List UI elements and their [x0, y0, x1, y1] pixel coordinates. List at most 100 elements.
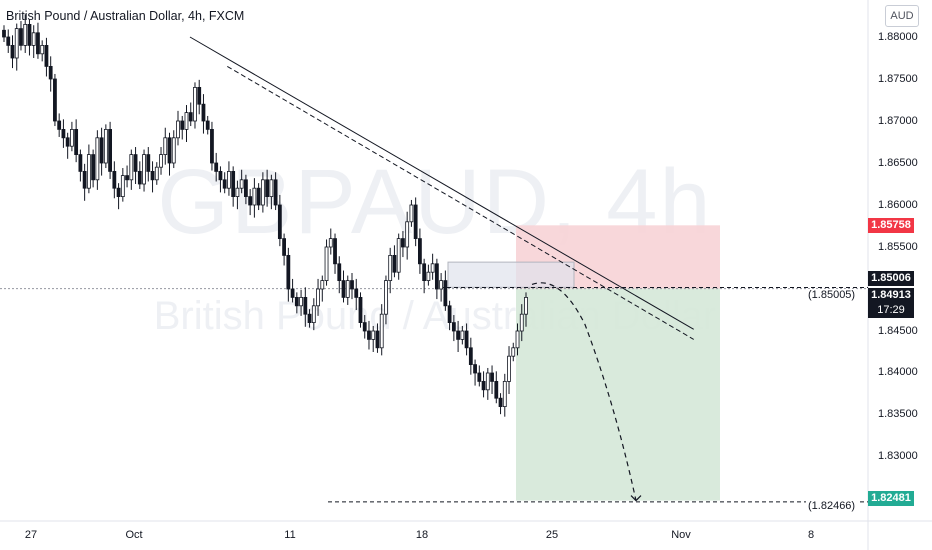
candle-down — [222, 179, 227, 189]
candle-down — [27, 23, 32, 46]
candle-up — [70, 128, 74, 147]
candle-down — [218, 170, 223, 181]
y-tick: 1.84500 — [878, 325, 918, 337]
candle-up — [103, 128, 108, 164]
stop-loss-price-label: 1.85758 — [868, 218, 914, 233]
candle-down — [341, 280, 346, 298]
candle-down — [180, 120, 185, 130]
take-profit-price-label: 1.82481 — [868, 491, 914, 506]
candle-up — [23, 23, 28, 46]
candle-down — [78, 154, 83, 172]
y-tick: 1.88000 — [878, 31, 918, 43]
candle-down — [133, 154, 138, 172]
currency-button[interactable]: AUD — [885, 5, 919, 27]
candle-down — [413, 204, 418, 239]
candle-down — [303, 296, 308, 315]
candle-down — [494, 380, 499, 399]
x-tick: Nov — [671, 529, 691, 541]
candle-down — [354, 288, 359, 298]
y-tick: 1.87000 — [878, 115, 918, 127]
candle-down — [36, 32, 40, 55]
candle-down — [294, 296, 299, 307]
y-tick: 1.86500 — [878, 157, 918, 169]
candle-down — [125, 175, 129, 181]
candle-down — [451, 322, 456, 332]
candle-up — [142, 154, 146, 185]
candle-up — [40, 45, 45, 55]
candle-up — [176, 120, 180, 139]
projection-arrowhead — [630, 495, 642, 502]
candle-up — [269, 179, 274, 198]
candle-up — [235, 187, 240, 197]
candle-down — [277, 204, 282, 239]
candle-down — [112, 170, 117, 189]
candle-down — [248, 196, 253, 206]
candle-down — [2, 29, 6, 38]
candle-down — [401, 238, 405, 248]
candle-down — [19, 28, 23, 46]
candle-down — [244, 179, 248, 198]
candle-down — [434, 263, 439, 290]
candle-down — [350, 280, 354, 290]
candle-up — [95, 137, 100, 181]
candle-down — [490, 372, 494, 382]
candle-up — [460, 330, 465, 340]
candle-down — [65, 137, 70, 147]
current-price-label: 1.84913 — [868, 288, 914, 303]
supply-zone-box — [447, 261, 575, 288]
x-tick: 18 — [415, 529, 429, 541]
candle-up — [345, 280, 350, 298]
candle-down — [358, 296, 363, 323]
projection-path — [531, 282, 637, 501]
candle-up — [519, 313, 524, 332]
candle-down — [447, 305, 452, 323]
y-tick: 1.85500 — [878, 241, 918, 253]
candle-up — [120, 175, 125, 198]
candle-down — [91, 154, 96, 181]
chart-title: British Pound / Australian Dollar, 4h, F… — [6, 9, 245, 23]
candle-down — [44, 45, 49, 67]
x-tick: 27 — [24, 529, 38, 541]
candle-down — [53, 78, 57, 122]
candle-down — [473, 364, 477, 374]
candle-down — [290, 288, 295, 298]
candle-up — [184, 112, 189, 130]
candle-up — [252, 187, 257, 206]
candle-up — [515, 330, 520, 349]
candle-down — [282, 238, 286, 256]
candle-up — [311, 305, 316, 323]
x-tick: 11 — [284, 529, 296, 541]
x-tick: Oct — [125, 529, 143, 541]
trend-line — [189, 36, 694, 330]
entry-level-label: (1.85005) — [806, 289, 858, 301]
entry-price-label: 1.85006 — [868, 271, 914, 286]
candle-up — [129, 154, 134, 181]
candle-up — [193, 87, 197, 122]
candle-up — [260, 179, 265, 206]
y-tick: 1.83000 — [878, 450, 918, 462]
candle-down — [61, 128, 66, 139]
candle-up — [409, 204, 414, 223]
candle-up — [299, 296, 303, 307]
candle-up — [159, 154, 163, 168]
trend-line-dashed — [227, 65, 694, 340]
candle-up — [384, 280, 388, 315]
candle-up — [502, 380, 507, 407]
candle-down — [464, 330, 469, 349]
candle-up — [371, 330, 376, 340]
y-tick: 1.84000 — [878, 366, 918, 378]
candle-down — [205, 120, 210, 130]
candle-up — [388, 254, 393, 281]
candle-down — [231, 170, 236, 197]
candle-down — [167, 137, 172, 164]
candle-up — [324, 246, 329, 281]
x-tick: 25 — [545, 529, 559, 541]
candle-down — [256, 187, 261, 206]
candle-down — [150, 170, 155, 181]
y-tick: 1.83500 — [878, 408, 918, 420]
candle-up — [154, 166, 159, 181]
candle-down — [57, 120, 62, 130]
candle-up — [511, 347, 516, 357]
candle-down — [418, 238, 422, 265]
